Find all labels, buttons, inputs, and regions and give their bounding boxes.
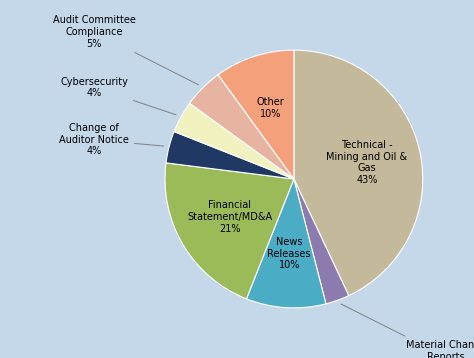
Wedge shape xyxy=(174,103,294,179)
Text: Other
10%: Other 10% xyxy=(257,97,285,119)
Wedge shape xyxy=(294,50,423,296)
Wedge shape xyxy=(218,50,294,179)
Text: Technical -
Mining and Oil &
Gas
43%: Technical - Mining and Oil & Gas 43% xyxy=(326,140,407,185)
Text: News
Releases
10%: News Releases 10% xyxy=(267,237,311,270)
Wedge shape xyxy=(165,163,294,299)
Wedge shape xyxy=(294,179,349,304)
Text: Change of
Auditor Notice
4%: Change of Auditor Notice 4% xyxy=(59,123,164,156)
Text: Material Change
Reports
3%: Material Change Reports 3% xyxy=(341,304,474,358)
Text: Audit Committee
Compliance
5%: Audit Committee Compliance 5% xyxy=(53,15,199,85)
Text: Financial
Statement/MD&A
21%: Financial Statement/MD&A 21% xyxy=(187,200,272,234)
Wedge shape xyxy=(190,75,294,179)
Text: Cybersecurity
4%: Cybersecurity 4% xyxy=(60,77,176,115)
Wedge shape xyxy=(166,131,294,179)
Wedge shape xyxy=(246,179,326,308)
